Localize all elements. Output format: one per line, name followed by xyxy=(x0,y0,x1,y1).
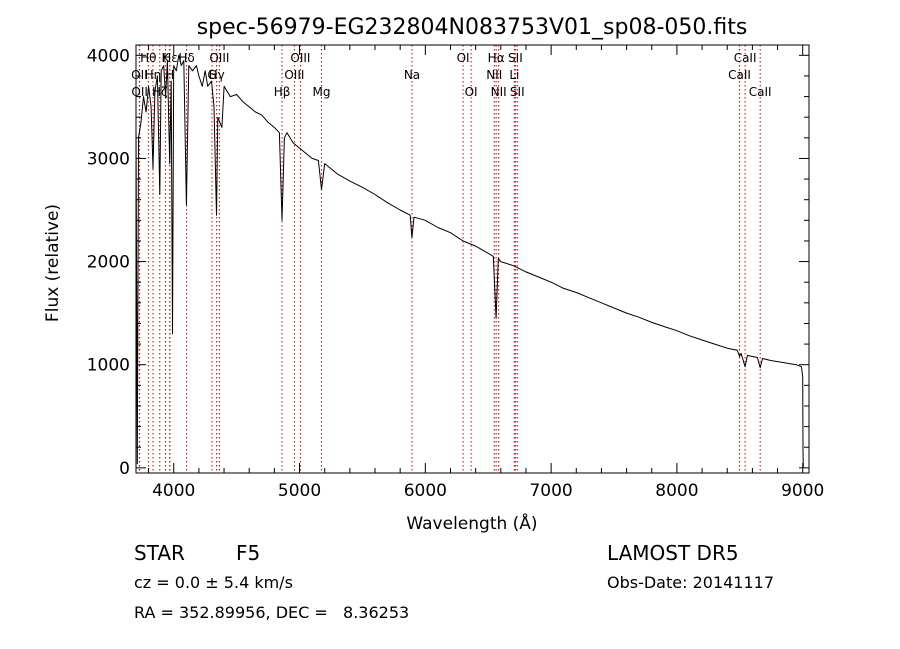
line-label: NII xyxy=(486,68,502,82)
line-label: OI xyxy=(457,51,470,65)
x-tick-label: 6000 xyxy=(404,481,447,501)
line-label: SII xyxy=(508,51,523,65)
x-axis: 4000 5000 6000 7000 8000 9000 xyxy=(148,45,824,501)
object-subclass: F5 xyxy=(236,541,261,565)
line-label: OIII xyxy=(209,51,229,65)
redshift-value: cz = 0.0 ± 5.4 km/s xyxy=(134,573,293,592)
line-label: CaII xyxy=(734,51,757,65)
line-label: Hζ xyxy=(152,85,168,99)
line-label: G xyxy=(207,68,216,82)
line-label: OIII xyxy=(284,68,304,82)
object-class: STAR xyxy=(134,541,185,565)
line-label: Mg xyxy=(313,85,331,99)
survey-name: LAMOST DR5 xyxy=(607,541,739,565)
y-tick-label: 3000 xyxy=(87,149,130,169)
plot-frame xyxy=(135,44,810,474)
line-label: CaII xyxy=(749,85,772,99)
line-label: K xyxy=(161,51,170,65)
line-label: Hδ xyxy=(178,51,194,65)
spectrum-line xyxy=(135,54,804,468)
spectrum-trace xyxy=(135,54,804,468)
x-tick-label: 5000 xyxy=(278,481,321,501)
line-label: Hε xyxy=(162,51,178,65)
line-label: CaII xyxy=(728,68,751,82)
line-label: NII xyxy=(491,85,507,99)
x-tick-label: 7000 xyxy=(529,481,572,501)
line-label: Hθ xyxy=(140,51,156,65)
x-tick-label: 8000 xyxy=(655,481,698,501)
line-label: Li xyxy=(509,68,519,82)
y-tick-label: 0 xyxy=(119,459,130,479)
emission-lines xyxy=(138,45,761,473)
line-label: OIII xyxy=(290,51,310,65)
y-tick-label: 4000 xyxy=(87,46,130,66)
y-axis-label: Flux (relative) xyxy=(43,204,63,322)
line-label: SII xyxy=(510,85,525,99)
coordinates: RA = 352.89956, DEC = 8.36253 xyxy=(134,603,410,622)
line-label: Na xyxy=(404,68,420,82)
x-tick-label: 9000 xyxy=(781,481,824,501)
line-label: H xyxy=(165,68,174,82)
line-label: Hα xyxy=(488,51,505,65)
line-label: Hβ xyxy=(274,85,291,99)
observation-date: Obs-Date: 20141117 xyxy=(607,573,775,592)
y-axis: 0 1000 2000 3000 4000 xyxy=(87,46,809,479)
y-tick-label: 1000 xyxy=(87,356,130,376)
line-label: OI xyxy=(465,85,478,99)
y-tick-label: 2000 xyxy=(87,253,130,273)
x-tick-label: 4000 xyxy=(152,481,195,501)
chart-title: spec-56979-EG232804N083753V01_sp08-050.f… xyxy=(197,15,748,40)
line-label: OII xyxy=(131,68,148,82)
line-label: Hγ xyxy=(209,68,225,82)
x-axis-label: Wavelength (Å) xyxy=(406,512,537,534)
line-label: Hη xyxy=(145,68,162,82)
